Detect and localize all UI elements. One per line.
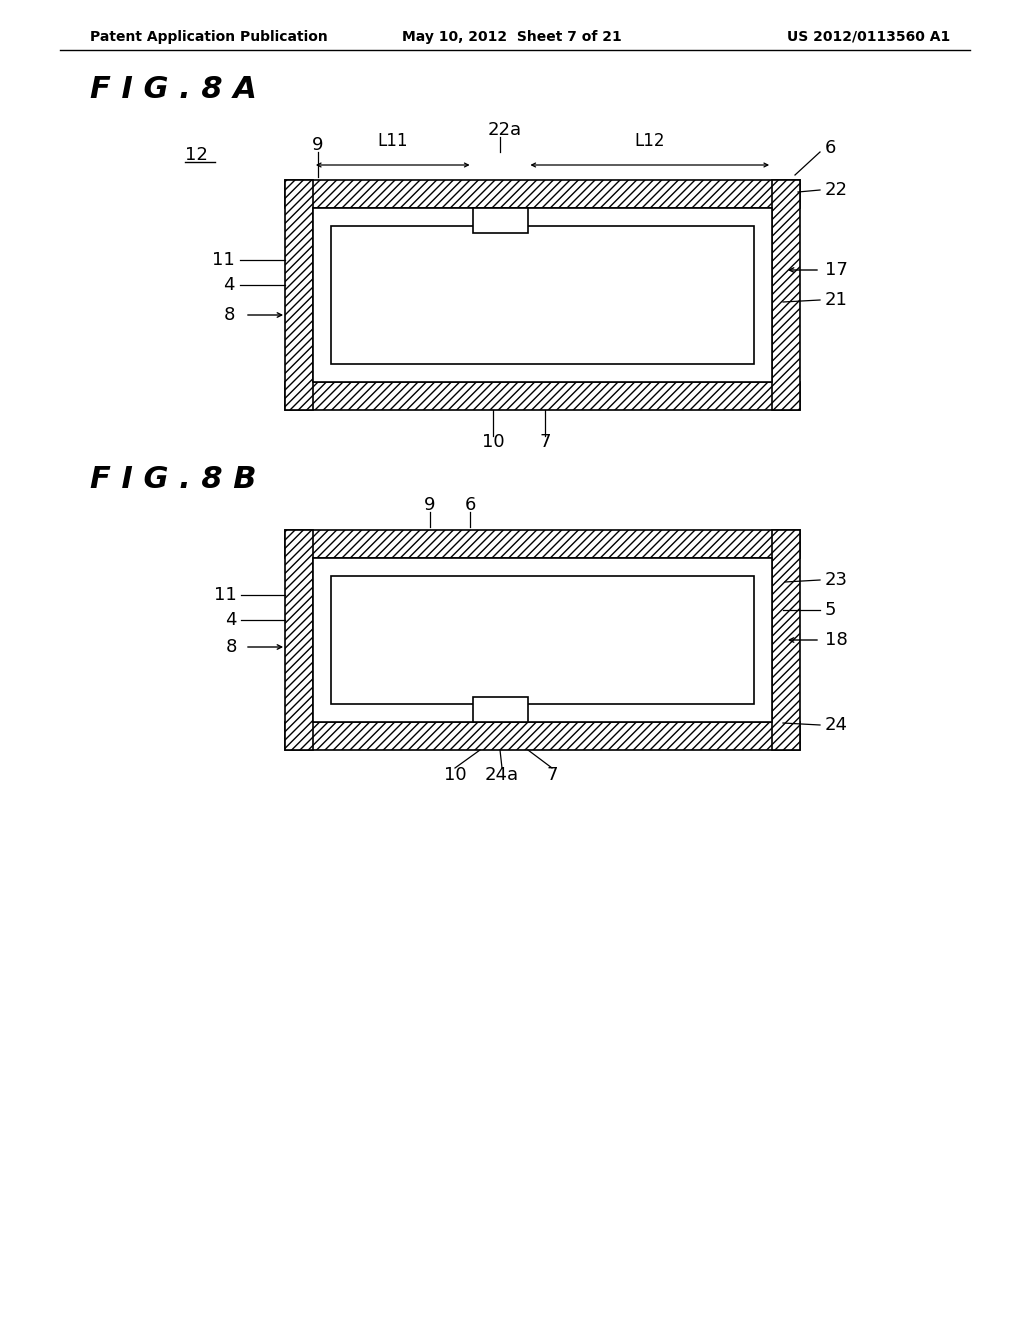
Text: 9: 9 (424, 496, 436, 513)
Text: 10: 10 (443, 766, 466, 784)
Text: 24a: 24a (485, 766, 519, 784)
Bar (285, 722, 800, 750)
Text: 17: 17 (825, 261, 848, 279)
Text: 10: 10 (481, 433, 504, 451)
Bar (285, 381, 800, 411)
Text: 11: 11 (214, 586, 237, 605)
Bar (285, 180, 313, 411)
Text: 18: 18 (825, 631, 848, 649)
Text: L12: L12 (635, 132, 665, 150)
Text: 11: 11 (212, 251, 234, 269)
Text: 7: 7 (540, 433, 551, 451)
Text: 6: 6 (464, 496, 476, 513)
Text: F I G . 8 A: F I G . 8 A (90, 75, 257, 104)
Text: L11: L11 (378, 132, 408, 150)
Text: 21: 21 (825, 290, 848, 309)
Text: 24: 24 (825, 715, 848, 734)
Text: 4: 4 (223, 276, 234, 294)
Text: 22a: 22a (488, 121, 522, 139)
Bar (285, 531, 800, 558)
Text: 23: 23 (825, 572, 848, 589)
Text: 4: 4 (225, 611, 237, 630)
Bar (313, 209, 772, 381)
Bar (472, 697, 527, 722)
Text: 12: 12 (185, 147, 208, 164)
Text: US 2012/0113560 A1: US 2012/0113560 A1 (786, 30, 950, 44)
Bar (285, 531, 313, 750)
Text: F I G . 8 B: F I G . 8 B (90, 466, 256, 495)
Text: 8: 8 (223, 306, 234, 323)
Bar (772, 531, 800, 750)
Text: 6: 6 (825, 139, 837, 157)
Text: May 10, 2012  Sheet 7 of 21: May 10, 2012 Sheet 7 of 21 (402, 30, 622, 44)
Bar (313, 558, 772, 722)
Text: 5: 5 (825, 601, 837, 619)
Bar (331, 226, 754, 364)
Text: 8: 8 (225, 638, 237, 656)
Bar (472, 209, 527, 234)
Text: 9: 9 (312, 136, 324, 154)
Text: Patent Application Publication: Patent Application Publication (90, 30, 328, 44)
Text: 22: 22 (825, 181, 848, 199)
Bar (331, 576, 754, 704)
Bar (285, 180, 800, 209)
Text: 7: 7 (546, 766, 558, 784)
Bar (772, 180, 800, 411)
